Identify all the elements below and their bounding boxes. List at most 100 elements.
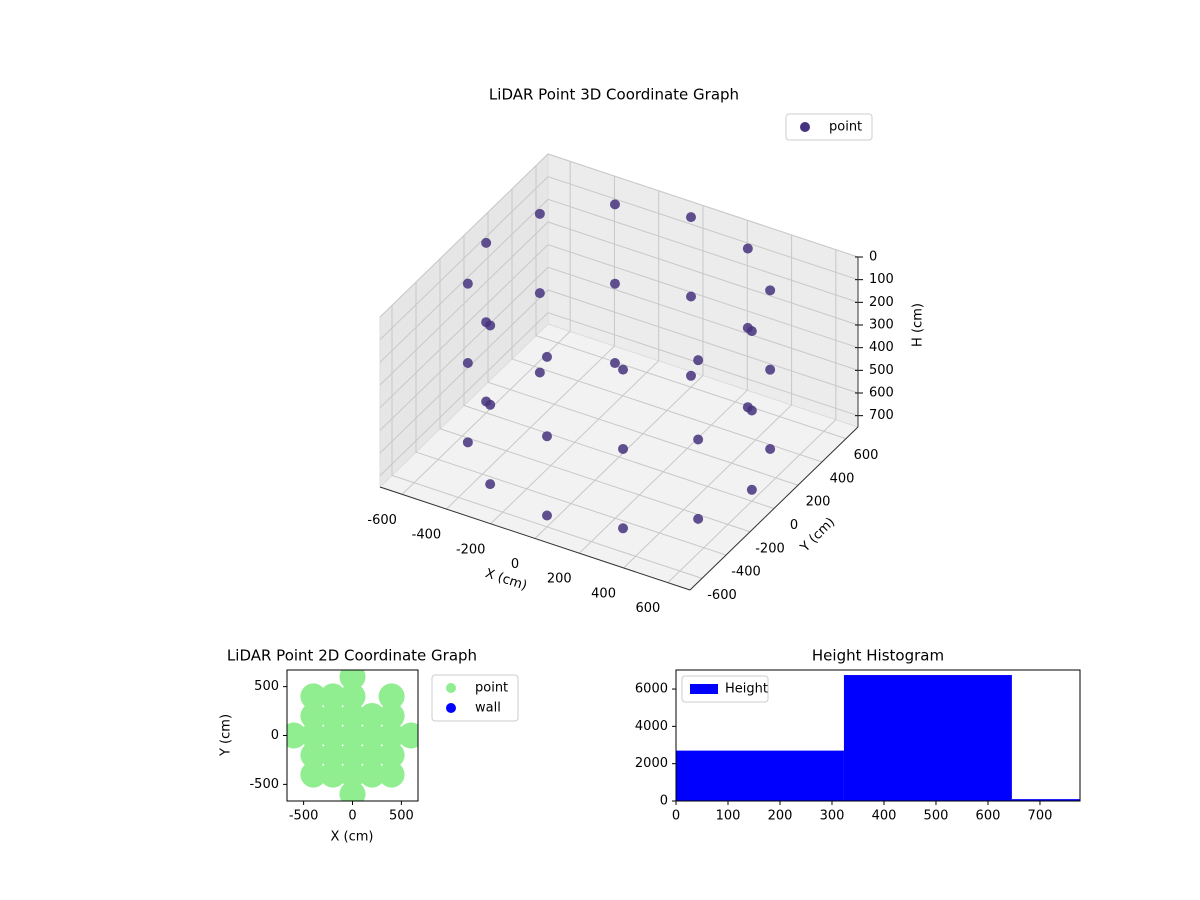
legend-box [681, 675, 769, 703]
x-axis-label: X (cm) [331, 830, 374, 845]
x-tick-label: 0 [672, 809, 680, 824]
chart-title: LiDAR Point 3D Coordinate Graph [489, 86, 739, 104]
point [618, 443, 629, 454]
x-tick-label: 700 [1028, 809, 1053, 824]
y-tick-label: 6000 [635, 682, 668, 697]
grid-line [667, 249, 837, 584]
grid-line [379, 266, 859, 431]
point [485, 479, 496, 490]
point [359, 761, 386, 788]
point [693, 434, 704, 445]
grid-line [578, 220, 748, 554]
point [339, 670, 366, 690]
point [742, 322, 753, 333]
legend-box [785, 113, 873, 141]
point [378, 761, 405, 788]
grid-line [446, 176, 615, 510]
y-tick-label: 400 [830, 471, 855, 486]
y-tick-label: 4000 [635, 719, 668, 734]
y-tick-label: 200 [806, 495, 831, 510]
y-tick-label: -400 [731, 565, 761, 580]
legend-marker [446, 703, 456, 713]
x-axis-line [379, 486, 691, 591]
point [339, 761, 366, 788]
y-tick-label: -200 [755, 541, 785, 556]
point [534, 208, 545, 219]
point [462, 278, 473, 289]
point [534, 367, 545, 378]
y-tick-label: 0 [271, 728, 279, 743]
z-tick-label: 100 [869, 272, 894, 287]
x-axis-label: X (cm) [483, 566, 529, 594]
grid-line [487, 212, 799, 486]
point [378, 722, 405, 749]
legend-marker [800, 122, 810, 132]
point [742, 243, 753, 254]
y-tick-label: -500 [249, 777, 279, 792]
x-tick-label: 600 [976, 809, 1001, 824]
grid-line [379, 312, 859, 477]
point [359, 722, 386, 749]
chart-title: Height Histogram [812, 647, 944, 665]
point [339, 722, 366, 749]
point [398, 722, 418, 749]
z-tick-label: 0 [869, 250, 877, 265]
point [765, 285, 776, 296]
x-tick-label: 500 [924, 809, 949, 824]
z-tick-label: 600 [869, 386, 894, 401]
point [319, 761, 346, 788]
grid-line [623, 234, 793, 569]
x-tick-label: 100 [716, 809, 741, 824]
point [686, 370, 696, 381]
point [319, 683, 346, 710]
y-tick-label: 600 [854, 448, 879, 463]
x-tick-label: 500 [389, 809, 414, 824]
x-tick-label: -500 [289, 809, 319, 824]
point [765, 443, 776, 454]
grid-line [490, 190, 660, 525]
point [359, 742, 386, 769]
legend-label: point [829, 120, 862, 135]
z-axis-label: H (cm) [911, 303, 926, 347]
grid-line [379, 244, 859, 409]
z-tick-label: 500 [869, 363, 894, 378]
grid-line [401, 161, 571, 495]
point [481, 237, 492, 248]
point [462, 437, 473, 448]
legend-swatch [690, 684, 718, 694]
z-tick-label: 400 [869, 340, 894, 355]
point [534, 288, 545, 299]
grid-line [379, 289, 859, 454]
y-tick-label: 0 [790, 518, 798, 533]
point [359, 702, 386, 729]
x-tick-label: -200 [456, 542, 486, 557]
grid-line [535, 165, 847, 440]
y-axis-label: Y (cm) [797, 515, 838, 556]
grid-line [391, 305, 703, 579]
grid-line [379, 221, 859, 386]
bar [1011, 799, 1080, 801]
x-tick-label: -600 [367, 513, 397, 528]
grid-line [534, 205, 704, 539]
point [693, 513, 704, 524]
legend-label: point [475, 681, 508, 696]
point [609, 358, 620, 369]
point [693, 355, 704, 366]
grid-line [379, 176, 859, 341]
point [300, 722, 327, 749]
point [300, 742, 327, 769]
point [300, 683, 327, 710]
x-tick-label: 300 [820, 809, 845, 824]
x-tick-label: 400 [872, 809, 897, 824]
point [319, 742, 346, 769]
point [462, 358, 473, 369]
y-tick-label: 0 [660, 794, 668, 809]
point [742, 402, 753, 413]
point [686, 212, 696, 223]
x-tick-label: 600 [635, 601, 660, 616]
point [378, 702, 405, 729]
point [339, 781, 366, 801]
chart-title: LiDAR Point 2D Coordinate Graph [227, 647, 477, 665]
point [378, 683, 405, 710]
point [287, 722, 307, 749]
